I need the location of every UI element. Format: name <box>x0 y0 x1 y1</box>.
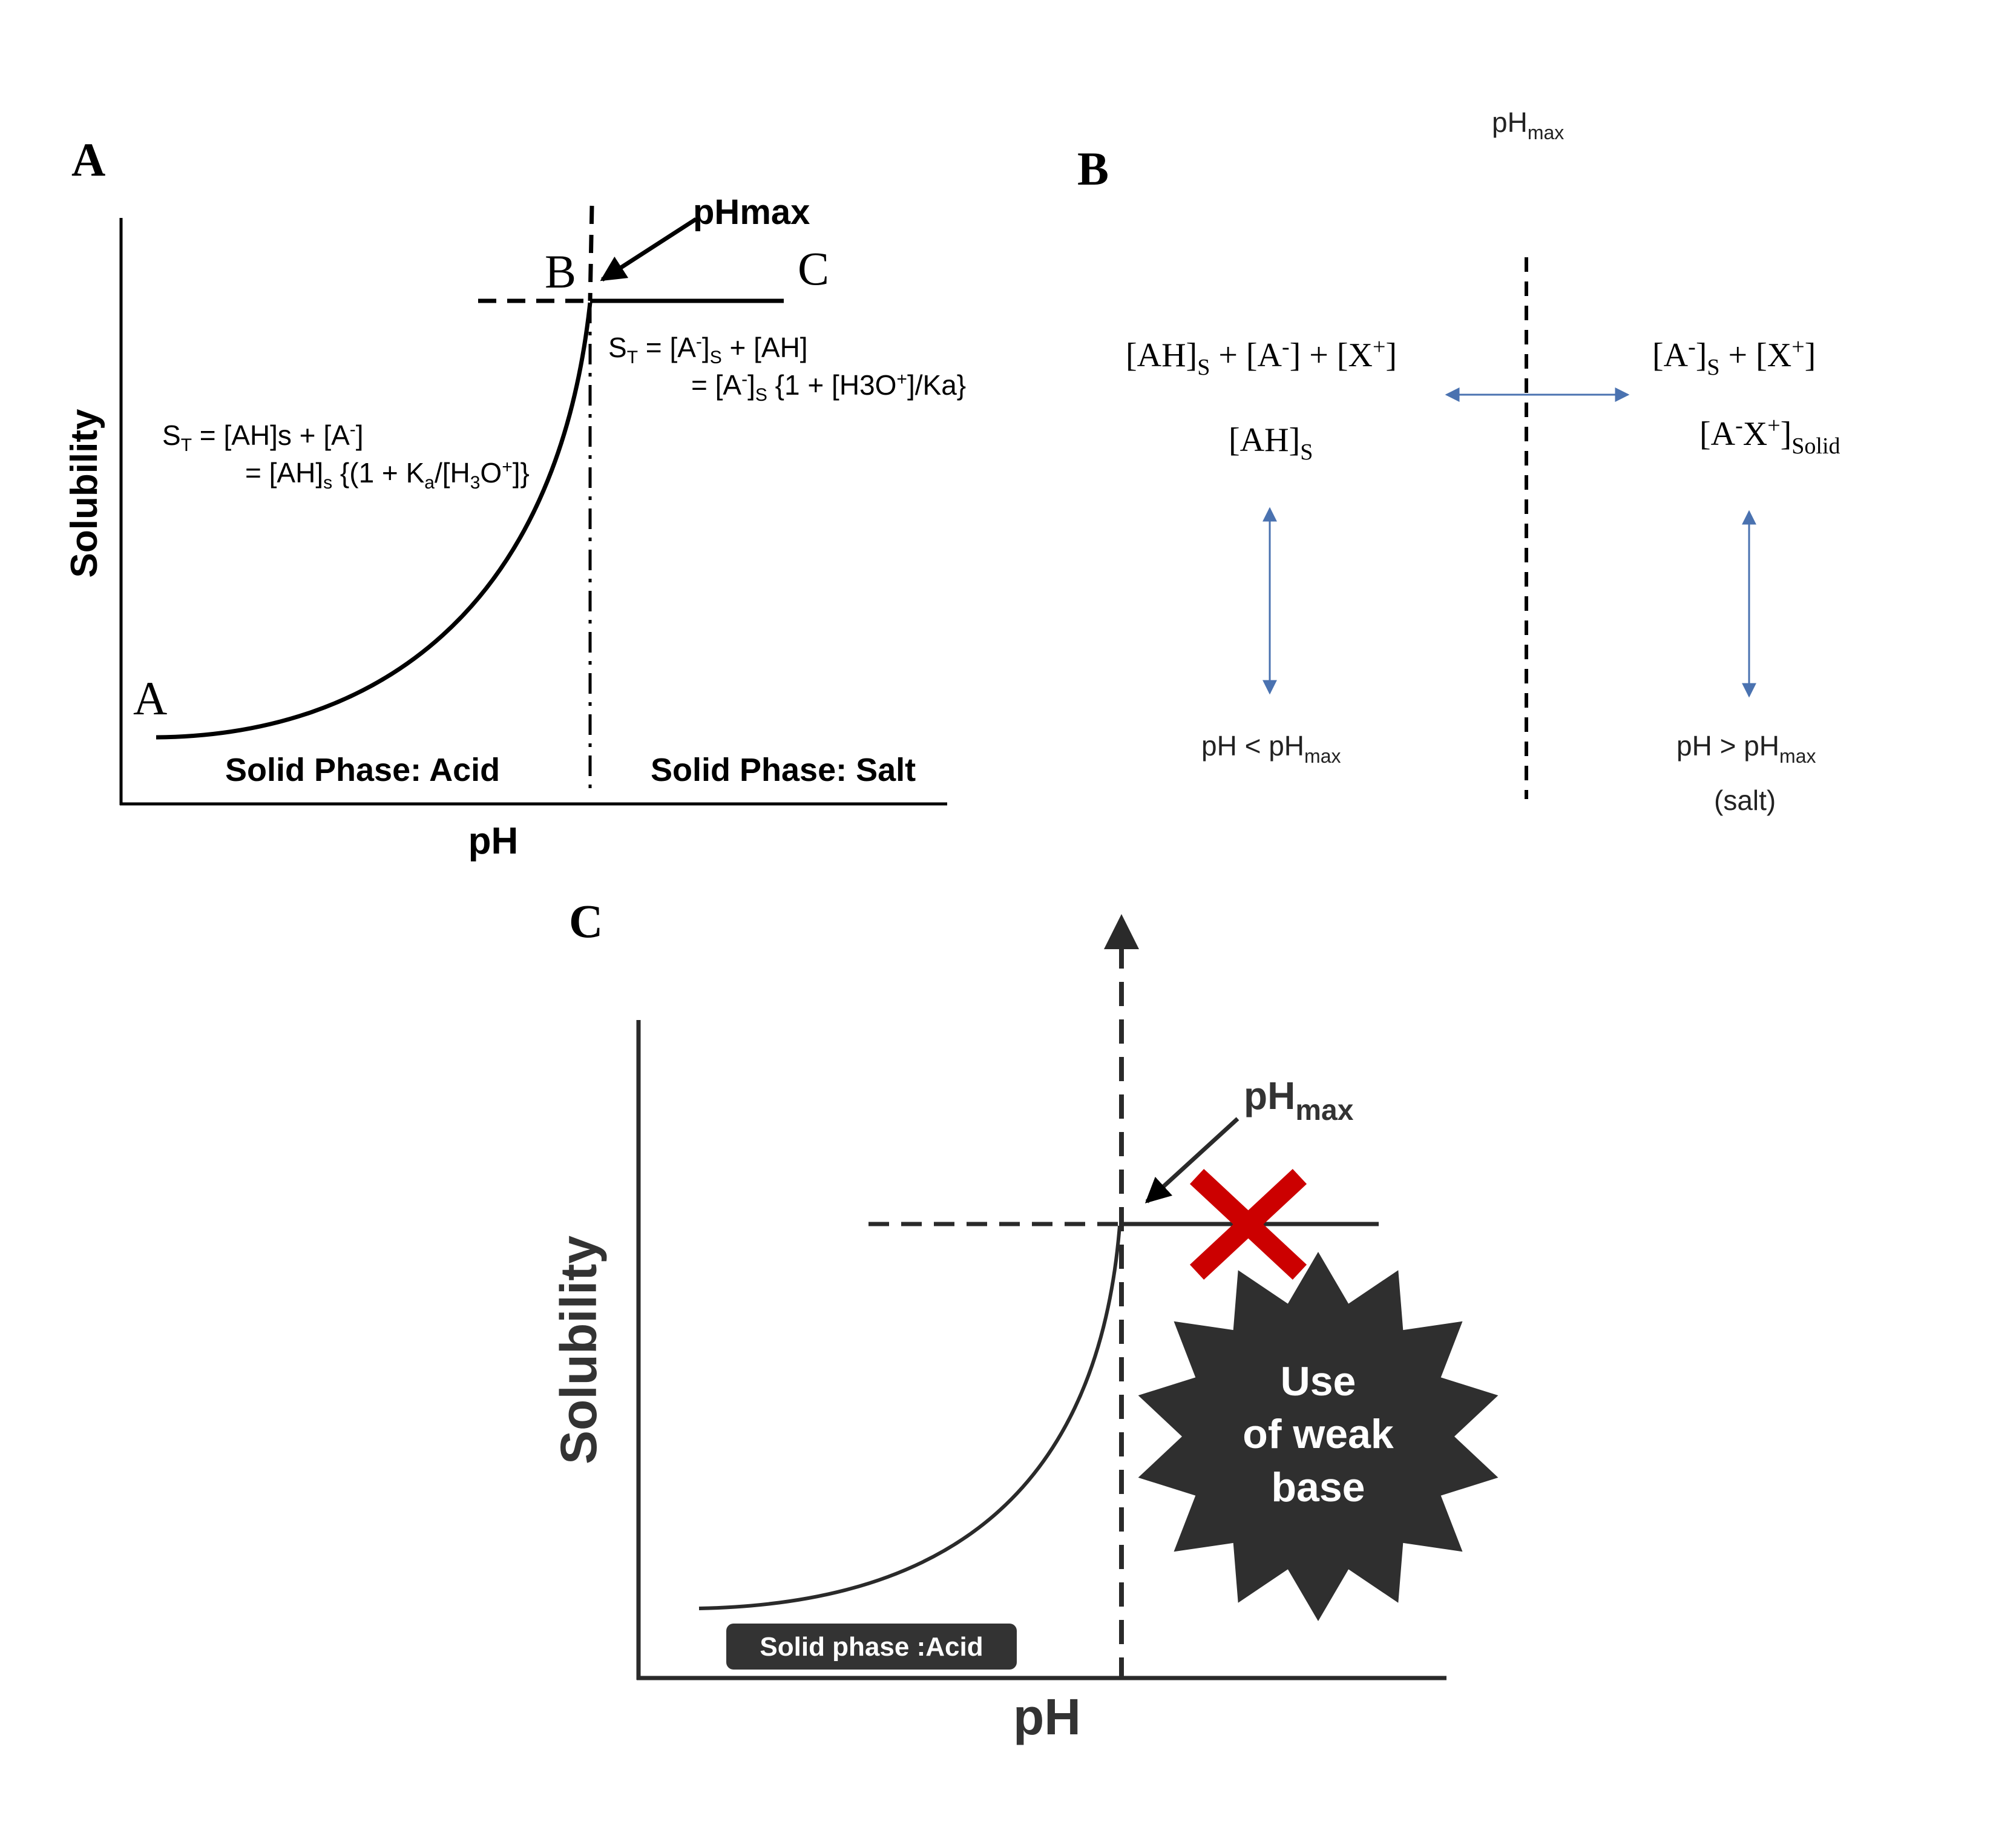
panel-a-equation-right-line2: = [A-]S {1 + [H3O+]/Ka} <box>691 369 966 405</box>
panel-a-point-b: B <box>545 245 576 298</box>
panel-a-x-axis-label: pH <box>468 820 519 862</box>
panel-c-solubility-curve <box>698 1225 1121 1610</box>
panel-b-left-condition: pH < pHmax <box>1201 730 1341 767</box>
panel-c-x-axis-label: pH <box>1013 1688 1081 1745</box>
panel-b-label: B <box>1077 142 1109 195</box>
panel-c-starburst-line3: base <box>1272 1464 1365 1510</box>
panel-b-left-equation: [AH]S + [A-] + [X+] <box>1126 334 1397 380</box>
panel-b-right-solid: [A-X+]Solid <box>1699 413 1840 459</box>
panel-a-pHmax-arrow <box>600 217 697 281</box>
panel-c-starburst-line1: Use <box>1281 1358 1356 1404</box>
panel-a-equation-right-line1: ST = [A-]S + [AH] <box>608 332 808 367</box>
panel-c: C Solubility pH pHmax Use of weak base <box>550 895 1499 1745</box>
panel-a-dashed-vertical-top <box>588 205 594 301</box>
panel-c-starburst-line2: of weak <box>1243 1411 1394 1457</box>
panel-b-left-solid: [AH]S <box>1229 421 1313 465</box>
panel-a-region-acid: Solid Phase: Acid <box>225 752 500 788</box>
panel-c-region-label-box <box>726 1624 1017 1670</box>
panel-b-right-condition: pH > pHmax <box>1676 730 1816 767</box>
panel-b-right-equation: [A-]S + [X+] <box>1652 334 1816 380</box>
panel-c-y-axis-label: Solubility <box>550 1236 607 1464</box>
panel-a-y-axis-label: Solubility <box>64 409 105 578</box>
panel-a-equation-left-line2: = [AH]s {(1 + Ka/[H3O+]} <box>245 457 530 493</box>
panel-c-starburst-icon <box>1138 1252 1499 1621</box>
panel-c-vertical-arrowhead <box>1104 914 1139 949</box>
panel-a: A Solubility pH pHmax A B C ST = [AH]s +… <box>64 133 966 862</box>
panel-a-solubility-curve <box>156 302 593 740</box>
panel-b: B pHmax [AH]S + [A-] + [X+] [AH]S [A-]S … <box>1077 107 1840 816</box>
panel-c-label: C <box>569 895 603 947</box>
panel-a-point-a: A <box>133 672 167 725</box>
panel-b-top-label: pHmax <box>1492 107 1564 143</box>
panel-a-point-c: C <box>798 242 829 295</box>
panel-a-label: A <box>71 133 105 186</box>
panel-c-pHmax-label: pHmax <box>1244 1074 1354 1127</box>
panel-c-region-label: Solid phase :Acid <box>760 1632 983 1662</box>
panel-a-equation-left-line1: ST = [AH]s + [A-] <box>162 420 364 455</box>
panel-a-pHmax-label: pHmax <box>693 193 810 232</box>
panel-a-region-salt: Solid Phase: Salt <box>651 752 916 788</box>
panel-c-cross-icon <box>1189 1168 1307 1280</box>
panel-c-pHmax-arrow <box>1144 1117 1239 1203</box>
panel-b-right-condition-note: (salt) <box>1714 785 1776 816</box>
